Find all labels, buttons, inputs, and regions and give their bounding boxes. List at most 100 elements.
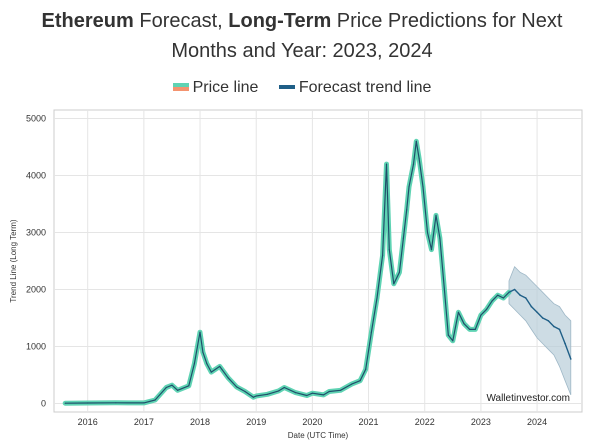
forecast-confidence-band (508, 265, 572, 396)
price-point (388, 249, 390, 251)
forecast-point (558, 328, 561, 331)
title-coin: Ethereum (41, 10, 134, 32)
price-point (227, 377, 229, 379)
price-point (188, 385, 190, 387)
chart-title-line1: Ethereum Forecast, Long-Term Price Predi… (0, 6, 604, 36)
price-point (177, 389, 179, 391)
x-tick-label: 2023 (471, 417, 491, 427)
y-tick-label: 3000 (26, 228, 46, 238)
x-tick-label: 2020 (302, 417, 322, 427)
price-point (252, 396, 254, 398)
legend-item-price-line[interactable]: Price line (172, 78, 259, 98)
price-point (143, 402, 145, 404)
price-point (193, 363, 195, 365)
price-point (439, 237, 441, 239)
price-point (376, 297, 378, 299)
price-point (339, 389, 342, 391)
forecast-point (525, 297, 527, 299)
price-point (382, 254, 384, 256)
y-axis-label: Trend Line (Long Term) (9, 219, 18, 302)
chart-title: Ethereum Forecast, Long-Term Price Predi… (0, 6, 604, 66)
price-point (294, 392, 297, 394)
price-point (502, 297, 504, 299)
plot-area-frame (53, 109, 583, 413)
price-point (452, 340, 454, 342)
price-point (244, 390, 246, 393)
x-tick-label: 2021 (359, 417, 379, 427)
y-tick-label: 1000 (26, 341, 46, 351)
price-point (418, 157, 420, 159)
price-point (408, 186, 410, 188)
price-point (426, 231, 429, 234)
forecast-point (519, 294, 521, 297)
y-tick-label: 0 (41, 398, 46, 408)
x-tick-label: 2018 (190, 417, 210, 427)
price-point (415, 140, 417, 142)
x-axis-label: Date (UTC Time) (288, 431, 349, 440)
price-point (278, 390, 280, 392)
price-point (236, 386, 238, 388)
price-point (406, 209, 408, 211)
price-point (480, 314, 482, 316)
price-point (422, 186, 424, 188)
price-point (202, 351, 204, 353)
price-point (491, 300, 493, 302)
price-point (210, 371, 212, 373)
price-line-swatch (172, 78, 189, 98)
price-point (457, 311, 459, 313)
x-tick-label: 2016 (78, 417, 98, 427)
price-point (463, 323, 465, 325)
price-point (206, 363, 208, 365)
price-point (385, 163, 388, 165)
price-point (430, 249, 433, 251)
price-point (255, 395, 257, 397)
price-point (311, 392, 313, 394)
price-point (266, 393, 268, 395)
forecast-point (530, 305, 533, 308)
y-tick-label: 5000 (26, 114, 46, 124)
legend-label-forecast-trend-line: Forecast trend line (298, 79, 432, 97)
price-point (474, 328, 476, 330)
forecast-point (513, 288, 516, 291)
price-point (398, 271, 400, 273)
price-point (115, 402, 117, 404)
price-point (393, 283, 395, 285)
price-point (283, 386, 285, 389)
price-point (365, 368, 367, 370)
x-tick-label: 2019 (246, 417, 266, 427)
forecast-point (553, 325, 555, 328)
forecast-point (570, 358, 572, 360)
price-point (412, 163, 415, 165)
price-line-series (65, 140, 510, 404)
legend-label-price-line: Price line (192, 79, 259, 97)
price-point (485, 308, 488, 310)
price-point (435, 214, 437, 216)
price-point (165, 386, 167, 389)
forecast-point (541, 317, 544, 319)
price-point (469, 328, 471, 330)
price-point (497, 294, 499, 296)
price-point (328, 390, 330, 393)
price-point (306, 394, 308, 397)
y-tick-label: 2000 (26, 284, 46, 294)
price-point (219, 365, 221, 367)
price-point (323, 394, 325, 396)
title-text-b: Price Predictions for Next (331, 10, 563, 32)
forecast-point (536, 311, 538, 314)
chart-title-line2: Months and Year: 2023, 2024 (171, 40, 433, 62)
title-text-a: Forecast, (133, 10, 229, 32)
forecast-point (508, 291, 510, 294)
price-point (171, 384, 173, 386)
x-tick-label: 2024 (527, 417, 547, 427)
price-point (351, 383, 353, 385)
watermark-text: Walletinvestor.com (486, 393, 570, 404)
forecast-trend-line-series (508, 288, 572, 360)
price-point (370, 331, 372, 333)
price-point (402, 237, 404, 239)
forecast-point (547, 320, 550, 322)
price-point (447, 334, 449, 336)
legend-item-forecast-trend-line[interactable]: Forecast trend line (278, 78, 432, 98)
forecast-line-swatch (278, 78, 295, 98)
x-tick-label: 2022 (415, 417, 435, 427)
